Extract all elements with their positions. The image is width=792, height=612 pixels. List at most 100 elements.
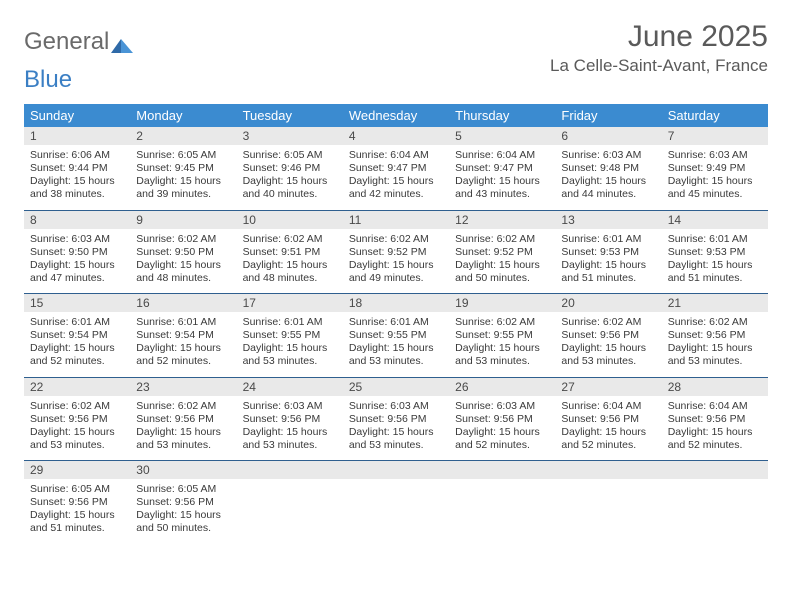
day-sr: Sunrise: 6:01 AM: [30, 316, 124, 329]
logo-word1: General: [24, 28, 109, 56]
day-sr: Sunrise: 6:04 AM: [668, 400, 762, 413]
day-number: 6: [555, 127, 661, 145]
day-d1: Daylight: 15 hours: [243, 342, 337, 355]
day-cell: Sunrise: 6:05 AMSunset: 9:56 PMDaylight:…: [130, 479, 236, 544]
month-title: June 2025: [550, 20, 768, 54]
day-sr: Sunrise: 6:01 AM: [243, 316, 337, 329]
day-sr: Sunrise: 6:01 AM: [349, 316, 443, 329]
day-sr: Sunrise: 6:03 AM: [561, 149, 655, 162]
day-d2: and 38 minutes.: [30, 188, 124, 201]
day-cell: Sunrise: 6:02 AMSunset: 9:56 PMDaylight:…: [130, 396, 236, 461]
day-d2: and 52 minutes.: [30, 355, 124, 368]
day-cell: Sunrise: 6:01 AMSunset: 9:53 PMDaylight:…: [555, 229, 661, 294]
day-ss: Sunset: 9:52 PM: [349, 246, 443, 259]
day-number: 13: [555, 211, 661, 229]
day-number: 2: [130, 127, 236, 145]
day-sr: Sunrise: 6:04 AM: [561, 400, 655, 413]
day-d2: and 53 minutes.: [349, 439, 443, 452]
day-cell: Sunrise: 6:05 AMSunset: 9:45 PMDaylight:…: [130, 145, 236, 210]
day-ss: Sunset: 9:47 PM: [349, 162, 443, 175]
day-d1: Daylight: 15 hours: [136, 509, 230, 522]
day-number: [449, 461, 555, 479]
day-cell: Sunrise: 6:04 AMSunset: 9:47 PMDaylight:…: [343, 145, 449, 210]
dow-wednesday: Wednesday: [343, 104, 449, 127]
dow-friday: Friday: [555, 104, 661, 127]
day-sr: Sunrise: 6:01 AM: [561, 233, 655, 246]
location: La Celle-Saint-Avant, France: [550, 56, 768, 76]
daynum-row: 15161718192021: [24, 294, 768, 312]
day-cell: Sunrise: 6:03 AMSunset: 9:49 PMDaylight:…: [662, 145, 768, 210]
day-ss: Sunset: 9:56 PM: [561, 413, 655, 426]
day-cell: Sunrise: 6:04 AMSunset: 9:47 PMDaylight:…: [449, 145, 555, 210]
daynum-row: 22232425262728: [24, 378, 768, 396]
day-number: 23: [130, 378, 236, 396]
day-d1: Daylight: 15 hours: [349, 259, 443, 272]
day-d1: Daylight: 15 hours: [136, 175, 230, 188]
day-d2: and 45 minutes.: [668, 188, 762, 201]
day-d2: and 52 minutes.: [561, 439, 655, 452]
day-sr: Sunrise: 6:02 AM: [561, 316, 655, 329]
day-sr: Sunrise: 6:03 AM: [455, 400, 549, 413]
day-d2: and 52 minutes.: [455, 439, 549, 452]
logo-word2: Blue: [24, 66, 72, 94]
week-row: Sunrise: 6:06 AMSunset: 9:44 PMDaylight:…: [24, 145, 768, 211]
logo-mark-icon: [111, 33, 133, 51]
day-number: 16: [130, 294, 236, 312]
day-cell: Sunrise: 6:03 AMSunset: 9:56 PMDaylight:…: [237, 396, 343, 461]
day-number: [662, 461, 768, 479]
day-d1: Daylight: 15 hours: [243, 175, 337, 188]
calendar: Sunday Monday Tuesday Wednesday Thursday…: [24, 104, 768, 544]
day-ss: Sunset: 9:55 PM: [455, 329, 549, 342]
day-d1: Daylight: 15 hours: [30, 509, 124, 522]
day-d1: Daylight: 15 hours: [561, 175, 655, 188]
day-sr: Sunrise: 6:02 AM: [243, 233, 337, 246]
day-ss: Sunset: 9:53 PM: [668, 246, 762, 259]
day-sr: Sunrise: 6:02 AM: [455, 233, 549, 246]
day-ss: Sunset: 9:45 PM: [136, 162, 230, 175]
day-d1: Daylight: 15 hours: [136, 342, 230, 355]
day-number: 25: [343, 378, 449, 396]
day-d2: and 39 minutes.: [136, 188, 230, 201]
day-d2: and 53 minutes.: [243, 439, 337, 452]
day-ss: Sunset: 9:56 PM: [349, 413, 443, 426]
day-number: 5: [449, 127, 555, 145]
day-d2: and 42 minutes.: [349, 188, 443, 201]
day-d1: Daylight: 15 hours: [668, 175, 762, 188]
day-number: 8: [24, 211, 130, 229]
day-d1: Daylight: 15 hours: [561, 426, 655, 439]
day-ss: Sunset: 9:54 PM: [30, 329, 124, 342]
day-sr: Sunrise: 6:01 AM: [668, 233, 762, 246]
day-d1: Daylight: 15 hours: [455, 426, 549, 439]
dow-tuesday: Tuesday: [237, 104, 343, 127]
day-d2: and 43 minutes.: [455, 188, 549, 201]
day-number: 28: [662, 378, 768, 396]
day-cell: Sunrise: 6:06 AMSunset: 9:44 PMDaylight:…: [24, 145, 130, 210]
day-number: 3: [237, 127, 343, 145]
day-cell: Sunrise: 6:04 AMSunset: 9:56 PMDaylight:…: [662, 396, 768, 461]
week-row: Sunrise: 6:02 AMSunset: 9:56 PMDaylight:…: [24, 396, 768, 462]
day-d1: Daylight: 15 hours: [30, 342, 124, 355]
day-d1: Daylight: 15 hours: [243, 426, 337, 439]
day-cell: Sunrise: 6:02 AMSunset: 9:56 PMDaylight:…: [662, 312, 768, 377]
day-cell: Sunrise: 6:03 AMSunset: 9:56 PMDaylight:…: [343, 396, 449, 461]
day-d2: and 48 minutes.: [243, 272, 337, 285]
day-number: [555, 461, 661, 479]
day-d1: Daylight: 15 hours: [668, 259, 762, 272]
day-number: 21: [662, 294, 768, 312]
day-d1: Daylight: 15 hours: [30, 426, 124, 439]
day-cell: Sunrise: 6:01 AMSunset: 9:55 PMDaylight:…: [237, 312, 343, 377]
logo: General: [24, 20, 133, 56]
day-d2: and 50 minutes.: [455, 272, 549, 285]
day-d2: and 52 minutes.: [668, 439, 762, 452]
weeks-container: 1234567Sunrise: 6:06 AMSunset: 9:44 PMDa…: [24, 127, 768, 544]
day-cell: Sunrise: 6:02 AMSunset: 9:51 PMDaylight:…: [237, 229, 343, 294]
day-cell: [662, 479, 768, 544]
day-ss: Sunset: 9:56 PM: [30, 413, 124, 426]
day-d2: and 53 minutes.: [455, 355, 549, 368]
day-sr: Sunrise: 6:02 AM: [668, 316, 762, 329]
day-cell: Sunrise: 6:02 AMSunset: 9:55 PMDaylight:…: [449, 312, 555, 377]
day-sr: Sunrise: 6:03 AM: [668, 149, 762, 162]
day-number: 11: [343, 211, 449, 229]
day-d2: and 51 minutes.: [30, 522, 124, 535]
day-d2: and 53 minutes.: [349, 355, 443, 368]
